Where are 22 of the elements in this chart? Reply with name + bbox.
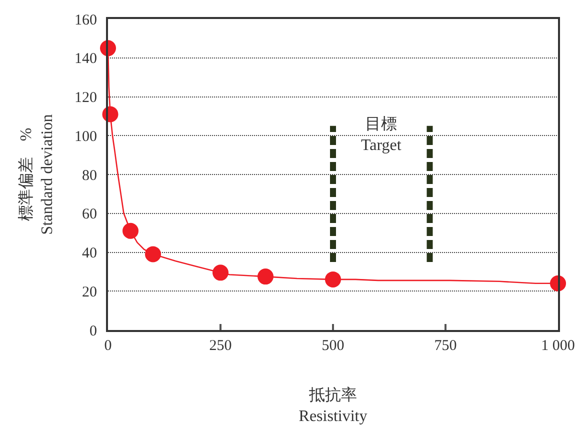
point bbox=[258, 268, 274, 285]
point bbox=[325, 271, 341, 288]
point bbox=[212, 264, 228, 281]
x-tick-label: 1 000 bbox=[541, 338, 575, 354]
point bbox=[122, 222, 138, 239]
y-tick-label: 120 bbox=[74, 90, 97, 106]
x-axis-title: 抵抗率 Resistivity bbox=[298, 386, 368, 425]
y-tick-label: 140 bbox=[74, 51, 97, 68]
point bbox=[145, 246, 161, 262]
x-tick-label: 250 bbox=[209, 338, 232, 354]
annotation: 目標 Target bbox=[361, 115, 402, 154]
y-axis-title: 標準偏差 % Standard deviation bbox=[17, 114, 56, 235]
y-tick-label: 0 bbox=[90, 323, 97, 340]
x-tick-label: 0 bbox=[104, 338, 112, 354]
x-tick-label: 750 bbox=[434, 338, 457, 354]
y-tick-label: 20 bbox=[82, 284, 97, 300]
y-tick-label: 100 bbox=[74, 128, 97, 145]
y-tick-label: 60 bbox=[82, 206, 97, 223]
y-tick-label: 160 bbox=[74, 12, 97, 28]
x-tick-label: 500 bbox=[322, 338, 344, 354]
y-tick-label: 80 bbox=[82, 168, 97, 184]
y-tick-label: 40 bbox=[82, 246, 97, 262]
